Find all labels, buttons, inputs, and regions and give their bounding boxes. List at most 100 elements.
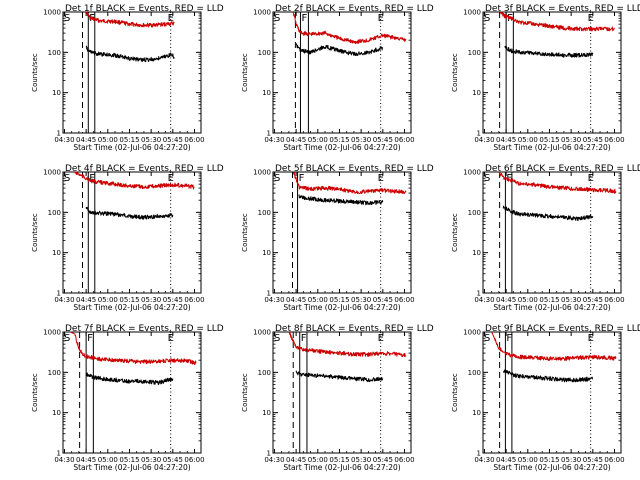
start-marker-label: S [274, 13, 280, 24]
events-series-line [502, 205, 594, 222]
x-tick-label: 05:30 [141, 296, 161, 304]
y-tick-label: 100 [258, 209, 271, 217]
lld-series-line [498, 171, 617, 194]
lld-series-line [491, 331, 617, 361]
x-tick-label: 05:00 [98, 296, 118, 304]
x-tick-label: 04:45 [76, 136, 96, 144]
events-series-line [85, 372, 174, 386]
x-tick-label: 05:30 [351, 456, 371, 464]
x-tick-label: 05:00 [98, 136, 118, 144]
x-tick-label: 05:15 [539, 456, 559, 464]
panel-title: Det 6f BLACK = Events, RED = LLD [485, 164, 640, 174]
y-tick-label: 10 [262, 249, 271, 257]
plot-frame [62, 11, 202, 134]
lld-series-line [70, 331, 197, 366]
y-tick-label: 1000 [253, 329, 271, 337]
x-tick-label: 04:30 [54, 136, 74, 144]
plot-frame [482, 331, 622, 454]
panel-det-6: Det 6f BLACK = Events, RED = LLD Counts/s… [451, 164, 640, 312]
start-marker-label: S [274, 333, 280, 344]
y-axis-title: Counts/sec [241, 373, 249, 412]
start-marker-label: S [64, 13, 70, 24]
events-series-line [503, 368, 594, 383]
y-tick-label: 100 [258, 49, 271, 57]
end-marker-label: E [168, 13, 174, 24]
x-axis-title: Start Time (02-Jul-06 04:27:20) [73, 463, 190, 472]
y-tick-label: 100 [468, 209, 481, 217]
plot-frame [272, 331, 412, 454]
x-tick-label: 06:00 [184, 296, 204, 304]
y-tick-label: 1000 [463, 169, 481, 177]
y-axis-title: Counts/sec [451, 213, 459, 252]
x-axis-title: Start Time (02-Jul-06 04:27:20) [493, 143, 610, 152]
plot-frame [482, 171, 622, 294]
y-tick-label: 10 [472, 409, 481, 417]
flare-marker-label: F [301, 13, 307, 24]
x-tick-label: 05:00 [98, 456, 118, 464]
x-tick-label: 05:15 [329, 136, 349, 144]
events-series-line [504, 45, 594, 58]
y-tick-label: 1000 [43, 169, 61, 177]
plot-frame [62, 171, 202, 294]
y-tick-label: 1000 [463, 329, 481, 337]
panel-det-8: Det 8f BLACK = Events, RED = LLD Counts/s… [241, 324, 434, 472]
x-axis-title: Start Time (02-Jul-06 04:27:20) [283, 143, 400, 152]
x-tick-label: 05:45 [373, 296, 393, 304]
events-series-line [85, 45, 175, 63]
x-tick-label: 05:45 [163, 296, 183, 304]
y-axis-title: Counts/sec [241, 53, 249, 92]
x-tick-label: 05:45 [163, 136, 183, 144]
y-tick-label: 1000 [43, 9, 61, 17]
panel-title: Det 2f BLACK = Events, RED = LLD [275, 4, 434, 14]
x-tick-label: 04:45 [286, 456, 306, 464]
x-tick-label: 06:00 [394, 456, 414, 464]
x-tick-label: 04:30 [474, 296, 494, 304]
events-series-line [85, 206, 174, 220]
y-tick-label: 10 [262, 409, 271, 417]
lld-series-line [292, 172, 407, 195]
lld-series-line [74, 171, 195, 190]
panel-title: Det 9f BLACK = Events, RED = LLD [485, 324, 640, 334]
panel-title: Det 1f BLACK = Events, RED = LLD [65, 4, 224, 14]
y-tick-label: 1 [267, 130, 271, 138]
panel-det-3: Det 3f BLACK = Events, RED = LLD Counts/s… [451, 4, 640, 152]
x-tick-label: 05:15 [539, 136, 559, 144]
panel-title: Det 7f BLACK = Events, RED = LLD [65, 324, 224, 334]
plot-frame [272, 11, 412, 134]
x-axis-title: Start Time (02-Jul-06 04:27:20) [283, 303, 400, 312]
y-tick-label: 10 [472, 89, 481, 97]
x-tick-label: 06:00 [184, 456, 204, 464]
x-tick-label: 04:45 [496, 296, 516, 304]
x-tick-label: 05:00 [518, 456, 538, 464]
events-series-line [295, 370, 384, 383]
y-axis-title: Counts/sec [241, 213, 249, 252]
x-tick-label: 05:00 [308, 136, 328, 144]
y-tick-label: 1 [477, 290, 481, 298]
x-tick-label: 06:00 [604, 136, 624, 144]
panel-det-2: Det 2f BLACK = Events, RED = LLD Counts/s… [241, 4, 434, 152]
x-tick-label: 05:00 [518, 296, 538, 304]
y-tick-label: 1 [57, 130, 61, 138]
x-tick-label: 05:30 [351, 296, 371, 304]
x-tick-label: 04:30 [474, 456, 494, 464]
end-marker-label: E [588, 13, 594, 24]
x-tick-label: 04:30 [54, 296, 74, 304]
x-tick-label: 04:30 [474, 136, 494, 144]
x-tick-label: 05:00 [308, 456, 328, 464]
start-marker-label: S [64, 173, 70, 184]
panel-det-4: Det 4f BLACK = Events, RED = LLD Counts/s… [31, 164, 224, 312]
y-axis-title: Counts/sec [31, 373, 39, 412]
x-tick-label: 05:45 [373, 136, 393, 144]
x-tick-label: 04:45 [286, 136, 306, 144]
y-tick-label: 100 [258, 369, 271, 377]
panel-title: Det 4f BLACK = Events, RED = LLD [65, 164, 224, 174]
x-tick-label: 05:45 [583, 296, 603, 304]
x-axis-title: Start Time (02-Jul-06 04:27:20) [493, 303, 610, 312]
y-tick-label: 1000 [253, 9, 271, 17]
x-axis-title: Start Time (02-Jul-06 04:27:20) [73, 303, 190, 312]
end-marker-label: E [378, 333, 384, 344]
x-tick-label: 05:15 [539, 296, 559, 304]
x-axis-title: Start Time (02-Jul-06 04:27:20) [283, 463, 400, 472]
y-tick-label: 100 [48, 49, 61, 57]
x-tick-label: 06:00 [604, 296, 624, 304]
